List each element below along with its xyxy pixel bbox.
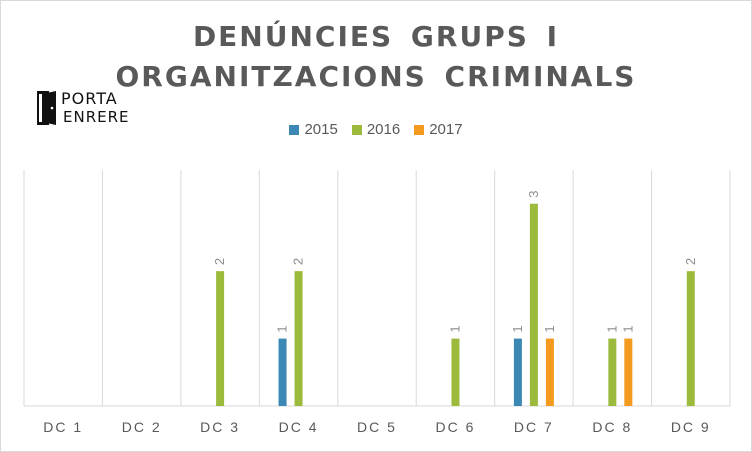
chart-title-line-1: DENÚNCIES GRUPS I bbox=[192, 20, 560, 53]
data-label: 1 bbox=[275, 325, 290, 332]
legend-swatch-2015 bbox=[289, 124, 300, 135]
bar-2016-dc3 bbox=[216, 271, 225, 406]
bar-2016-dc7 bbox=[529, 203, 538, 406]
legend-item-2016: 2016 bbox=[351, 121, 401, 138]
bar-2015-dc7 bbox=[513, 338, 522, 406]
data-label: 2 bbox=[291, 258, 306, 265]
data-label: 1 bbox=[542, 325, 557, 332]
legend-item-2017: 2017 bbox=[414, 121, 463, 138]
porta-enrere-logo: PORTA ENRERE bbox=[36, 88, 129, 128]
bar-2017-dc8 bbox=[624, 338, 633, 406]
x-tick-label: DC 6 bbox=[435, 419, 475, 435]
bar-2016-dc8 bbox=[608, 338, 617, 406]
data-label: 1 bbox=[447, 325, 462, 332]
x-tick-label: DC 2 bbox=[122, 419, 162, 435]
data-label: 3 bbox=[526, 190, 541, 197]
logo-text-top: PORTA bbox=[61, 89, 118, 108]
legend-label-2015: 2015 bbox=[304, 121, 338, 138]
logo-text-bottom: ENRERE bbox=[63, 108, 130, 126]
x-tick-label: DC 9 bbox=[671, 419, 711, 435]
legend-label-2017: 2017 bbox=[429, 121, 463, 138]
x-tick-label: DC 8 bbox=[592, 419, 632, 435]
chart-legend: 2015 2016 2017 bbox=[0, 121, 752, 138]
data-label: 1 bbox=[604, 325, 619, 332]
bar-2016-dc4 bbox=[294, 271, 303, 406]
bar-2016-dc9 bbox=[686, 271, 695, 406]
data-label: 2 bbox=[683, 258, 698, 265]
data-label: 1 bbox=[620, 325, 635, 332]
x-tick-label: DC 3 bbox=[200, 419, 240, 435]
bar-2016-dc6 bbox=[451, 338, 460, 406]
x-tick-label: DC 5 bbox=[357, 419, 397, 435]
x-tick-label: DC 7 bbox=[514, 419, 554, 435]
data-label: 2 bbox=[212, 258, 227, 265]
bar-2017-dc7 bbox=[545, 338, 554, 406]
legend-swatch-2017 bbox=[414, 124, 425, 135]
bar-2015-dc4 bbox=[278, 338, 287, 406]
door-icon bbox=[37, 91, 56, 125]
x-tick-label: DC 4 bbox=[279, 419, 319, 435]
legend-swatch-2016 bbox=[351, 124, 362, 135]
data-label: 1 bbox=[510, 325, 525, 332]
chart-title-line-2: ORGANITZACIONS CRIMINALS bbox=[115, 60, 637, 93]
legend-label-2016: 2016 bbox=[366, 121, 401, 138]
legend-item-2015: 2015 bbox=[289, 121, 338, 138]
x-tick-label: DC 1 bbox=[43, 419, 83, 435]
